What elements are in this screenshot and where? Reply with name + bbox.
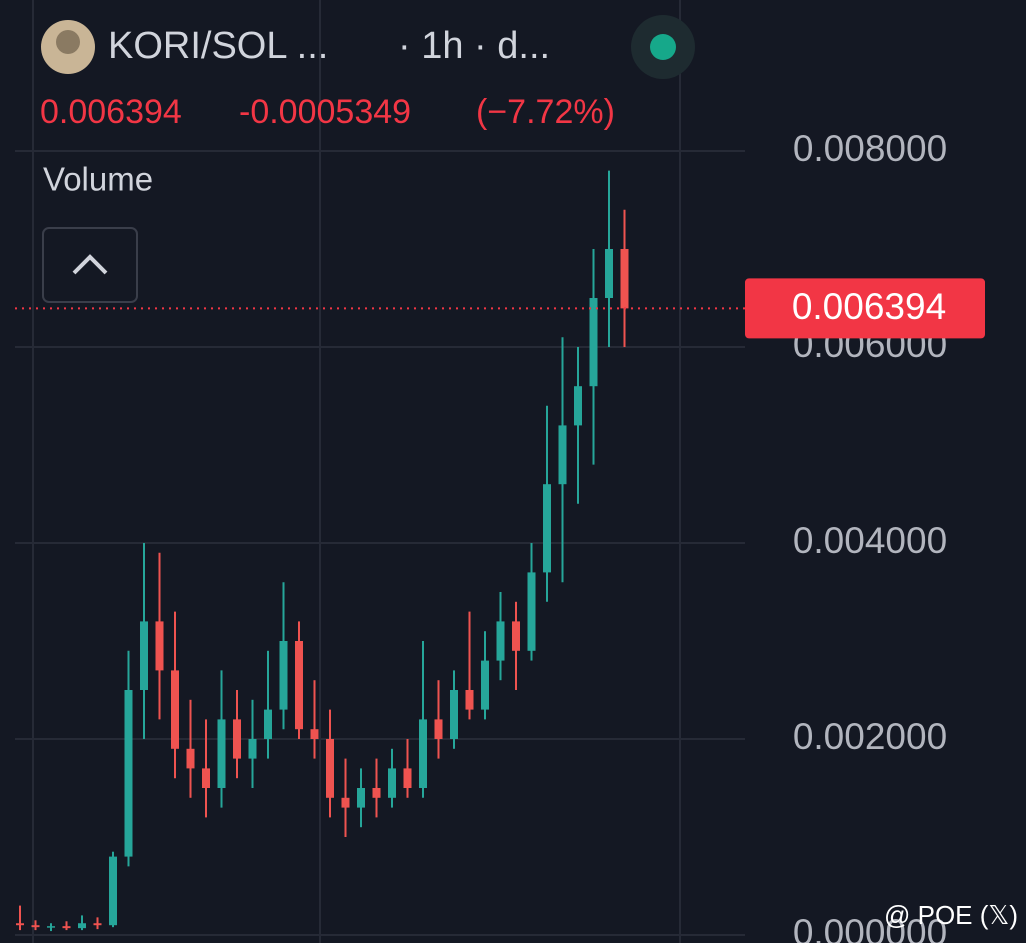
chevron-icon: [72, 254, 108, 275]
avatar-face: [56, 30, 80, 54]
candle-body: [527, 572, 536, 651]
candle-body: [233, 719, 241, 759]
candle-body: [310, 729, 319, 739]
candle-body: [465, 690, 474, 710]
watermark: @ POE (𝕏): [884, 900, 1018, 930]
symbol-title: KORI/SOL ...: [108, 25, 328, 67]
candle-body: [186, 748, 195, 769]
y-tick-label: 0.000000: [793, 912, 947, 943]
collapse-button[interactable]: [42, 227, 138, 303]
last-price: 0.006394: [40, 93, 182, 131]
indicator-label: Volume: [43, 161, 153, 198]
price-change: -0.0005349: [239, 93, 411, 131]
candle-body: [450, 690, 458, 739]
candle-body: [140, 621, 148, 690]
candles: [16, 170, 629, 932]
interval: · 1h · d...: [398, 25, 550, 67]
candle-body: [496, 621, 505, 661]
candle-body: [124, 690, 133, 857]
candle-body: [93, 923, 102, 926]
candle-body: [589, 298, 598, 387]
candle-body: [574, 386, 582, 426]
price-change-percent: (−7.72%): [476, 93, 615, 131]
candle-body: [341, 797, 350, 808]
candle-body: [512, 621, 520, 651]
y-tick-label: 0.004000: [793, 520, 947, 561]
overlay: 0.006394: [15, 278, 985, 339]
candle-body: [109, 856, 117, 926]
candle-body: [16, 923, 24, 926]
candle-body: [372, 788, 381, 798]
candle-body: [31, 925, 40, 928]
y-tick-label: 0.008000: [793, 128, 947, 169]
candle-body: [481, 660, 489, 710]
candle-body: [171, 670, 179, 749]
candle-body: [357, 788, 365, 808]
candle-body: [620, 249, 629, 309]
candle-body: [279, 641, 288, 710]
candle-body: [47, 926, 55, 928]
candle-body: [605, 249, 613, 298]
candle-body: [248, 739, 257, 759]
candle-body: [434, 719, 443, 739]
candle-body: [388, 768, 396, 798]
candle-body: [403, 768, 412, 788]
y-tick-label: 0.002000: [793, 716, 947, 757]
candle-body: [264, 709, 272, 739]
candle-body: [202, 768, 210, 788]
candle-body: [543, 484, 551, 573]
price-label-box: [745, 278, 985, 339]
candle-body: [558, 425, 567, 485]
status-dot: [650, 34, 676, 60]
candle-body: [295, 641, 303, 730]
candle-body: [155, 621, 164, 671]
candle-body: [419, 719, 427, 788]
candle-body: [78, 923, 86, 929]
candle-body: [326, 739, 334, 798]
price-label: 0.006394: [792, 286, 946, 327]
candle-body: [62, 926, 71, 929]
candle-body: [217, 719, 226, 788]
